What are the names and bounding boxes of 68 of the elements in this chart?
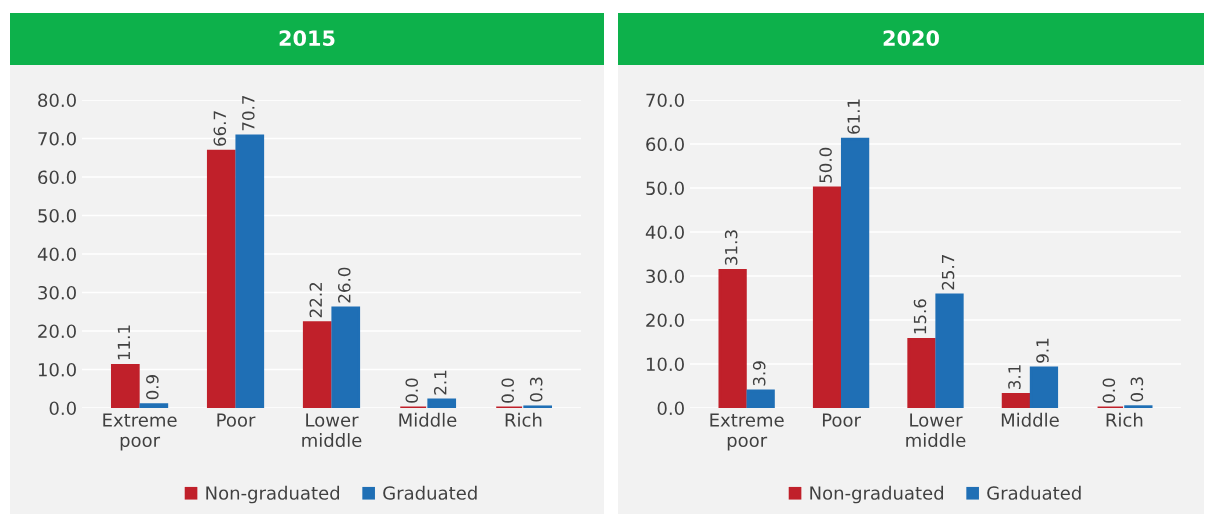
data-label: 0.0: [501, 378, 515, 403]
legend-label: Graduated: [383, 485, 477, 500]
bar: [718, 268, 747, 408]
bar: [907, 337, 936, 408]
x-tick-label: Lower middle: [906, 413, 966, 448]
y-tick-label: 60.0: [646, 137, 684, 152]
bar: [110, 363, 140, 408]
x-tick-label: Middle: [399, 412, 457, 427]
data-label: 0.3: [529, 377, 543, 402]
legend-label: Non-graduated: [810, 485, 944, 504]
data-label: 15.6: [913, 299, 927, 334]
data-label: 26.0: [337, 267, 351, 303]
data-label: 2.1: [433, 370, 447, 395]
bar: [746, 389, 775, 408]
bar: [1001, 392, 1031, 408]
bar: [206, 149, 236, 408]
data-label: 3.1: [1008, 365, 1021, 389]
y-tick-label: 0.0: [657, 401, 684, 416]
legend-label: Graduated: [987, 485, 1081, 500]
y-tick-label: 40.0: [645, 225, 684, 240]
data-label: 3.9: [752, 361, 766, 386]
y-tick-label: 10.0: [38, 362, 76, 377]
bar: [427, 398, 457, 408]
bar: [1029, 366, 1059, 408]
bar: [302, 321, 332, 408]
data-label: 0.0: [1102, 378, 1116, 403]
data-label: 0.0: [405, 378, 419, 403]
data-label: 50.0: [819, 147, 832, 183]
y-tick-label: 50.0: [646, 181, 684, 196]
y-tick-label: 40.0: [37, 247, 76, 262]
y-tick-label: 60.0: [38, 170, 76, 185]
y-tick-label: 30.0: [38, 285, 76, 300]
data-label: 61.1: [847, 99, 860, 134]
x-tick-label: Poor: [822, 413, 861, 427]
chart-title: 2020: [883, 30, 939, 47]
x-tick-label: Extreme poor: [710, 413, 784, 451]
bar: [812, 186, 842, 408]
y-tick-label: 50.0: [38, 208, 76, 223]
y-tick-label: 10.0: [646, 357, 684, 372]
y-tick-label: 20.0: [646, 313, 684, 328]
x-tick-label: Lower middle: [302, 413, 362, 448]
data-label: 0.3: [1130, 377, 1144, 402]
legend-label: Non-graduated: [206, 485, 340, 504]
bar: [935, 293, 964, 408]
data-label: 66.7: [213, 111, 227, 146]
x-tick-label: Rich: [505, 412, 542, 427]
x-tick-label: Poor: [217, 413, 256, 427]
bar: [235, 134, 265, 408]
y-tick-label: 70.0: [38, 131, 76, 146]
data-label: 31.3: [724, 230, 738, 265]
y-tick-label: 80.0: [38, 93, 76, 108]
y-tick-label: 0.0: [49, 401, 76, 416]
x-tick-label: Rich: [1106, 412, 1143, 427]
x-tick-label: Extreme poor: [103, 413, 177, 451]
y-tick-label: 70.0: [646, 93, 684, 108]
data-label: 0.9: [146, 375, 159, 400]
data-label: 25.7: [941, 255, 955, 290]
bar: [840, 137, 870, 408]
data-label: 9.1: [1036, 338, 1049, 363]
y-tick-label: 20.0: [38, 324, 76, 339]
data-label: 11.1: [117, 325, 130, 360]
data-label: 70.7: [242, 95, 255, 131]
x-tick-label: Middle: [1001, 412, 1059, 427]
chart-title: 2015: [279, 30, 335, 47]
bar: [331, 306, 361, 408]
y-tick-label: 30.0: [646, 269, 684, 284]
bar: [139, 403, 169, 408]
data-label: 22.2: [309, 282, 322, 318]
